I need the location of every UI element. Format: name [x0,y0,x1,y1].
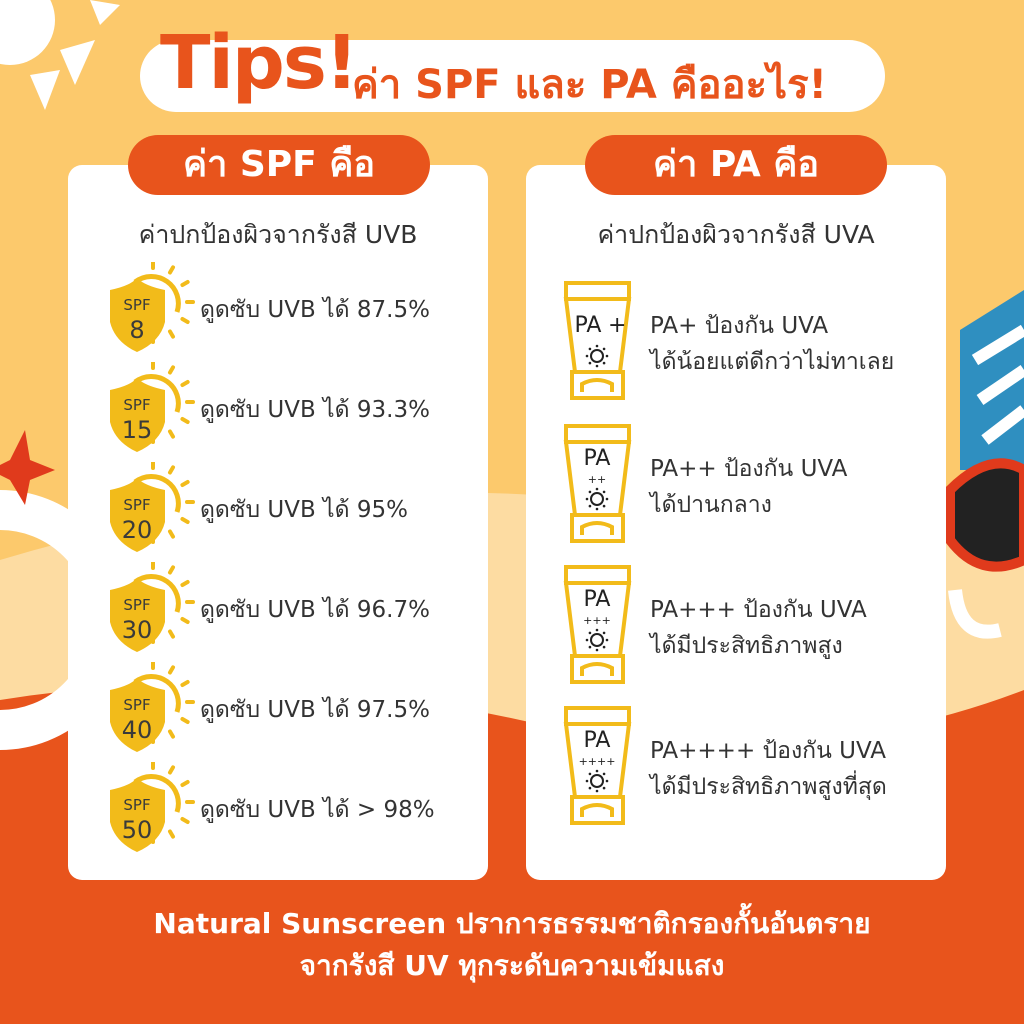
spf-description: ดูดซับ UVB ได้ 96.7% [200,597,430,623]
spf-badge-label: SPF [123,696,150,714]
spf-shield-sun-icon: SPF 20 [110,462,195,552]
spf-shield-sun-icon: SPF 15 [110,362,195,452]
spf-badge-label: SPF [123,396,150,414]
spf-badge-number: 8 [129,316,144,344]
pa-item: PA ++ PA++ ป้องกัน UVA ได้ปานกลาง [560,423,940,548]
spf-badge-number: 20 [122,516,153,544]
spf-shield-sun-icon: SPF 30 [110,562,195,652]
sun-icon [0,0,55,65]
spf-badge-label: SPF [123,496,150,514]
spf-item: SPF 15 ดูดซับ UVB ได้ 93.3% [105,362,485,452]
pa-description: ได้มีประสิทธิภาพสูงที่สุด [650,774,887,800]
title-banner [140,40,885,112]
sunscreen-tube-icon: PA +++ [563,565,632,684]
spf-subtitle: ค่าปกป้องผิวจากรังสี UVB [138,220,418,249]
sun-small-icon [590,774,604,788]
pa-description: ได้ปานกลาง [650,492,772,518]
tube-plus: ++ [588,473,606,486]
spf-item: SPF 40 ดูดซับ UVB ได้ 97.5% [105,662,485,752]
page-title: ค่า SPF และ PA คืออะไร! [352,62,827,108]
tube-label: PA [584,728,611,753]
pa-description: ได้น้อยแต่ดีกว่าไม่ทาเลย [650,349,895,375]
sunscreen-tube-icon: PA ++ [563,424,632,543]
pa-description: ได้มีประสิทธิภาพสูง [650,633,843,659]
spf-badge-label: SPF [123,596,150,614]
spf-badge-number: 30 [122,616,153,644]
goggles-icon [945,458,1024,572]
spf-badge-label: SPF [123,296,150,314]
pa-subtitle: ค่าปกป้องผิวจากรังสี UVA [597,220,875,249]
tube-label: PA [575,313,602,338]
tube-label: PA [584,587,611,612]
sun-small-icon [590,492,604,506]
sun-small-icon [590,349,604,363]
spf-shield-sun-icon: SPF 40 [110,662,195,752]
footer-line-1: Natural Sunscreen ปราการธรรมชาติกรองกั้น… [153,907,871,940]
spf-item: SPF 20 ดูดซับ UVB ได้ 95% [105,462,485,552]
spf-description: ดูดซับ UVB ได้ 93.3% [200,397,430,423]
tube-plus: + [608,313,626,338]
spf-description: ดูดซับ UVB ได้ > 98% [200,797,435,823]
tube-plus: ++++ [579,755,616,768]
spf-badge-number: 40 [122,716,153,744]
spf-badge-label: SPF [123,796,150,814]
spf-item: SPF 30 ดูดซับ UVB ได้ 96.7% [105,562,485,652]
pa-level: PA+++ ป้องกัน UVA [650,597,867,623]
tips-title: Tips! [160,20,359,106]
pa-item: PA ++++ PA++++ ป้องกัน UVA ได้มีประสิทธิภ… [560,705,940,830]
spf-description: ดูดซับ UVB ได้ 87.5% [200,297,430,323]
pa-item: PA +++ PA+++ ป้องกัน UVA ได้มีประสิทธิภาพ… [560,564,940,689]
spf-item: SPF 8 ดูดซับ UVB ได้ 87.5% [105,262,485,352]
spf-shield-sun-icon: SPF 50 [110,762,195,852]
pa-item: PA + PA+ ป้องกัน UVA ได้น้อยแต่ดีกว่าไม่ท… [560,280,940,405]
pa-level: PA+ ป้องกัน UVA [650,313,829,339]
pa-header: ค่า PA คือ [585,135,887,195]
spf-item: SPF 50 ดูดซับ UVB ได้ > 98% [105,762,485,852]
spf-description: ดูดซับ UVB ได้ 97.5% [200,697,430,723]
spf-description: ดูดซับ UVB ได้ 95% [200,497,408,523]
footer-line-2: จากรังสี UV ทุกระดับความเข้มแสง [299,949,725,982]
spf-badge-number: 15 [122,416,153,444]
pa-level: PA++ ป้องกัน UVA [650,456,848,482]
spf-badge-number: 50 [122,816,153,844]
starfish-icon [0,430,55,505]
tube-plus: +++ [583,614,611,627]
sun-small-icon [590,633,604,647]
tube-label: PA [584,446,611,471]
spf-header: ค่า SPF คือ [128,135,430,195]
spf-shield-sun-icon: SPF 8 [110,262,195,352]
pa-level: PA++++ ป้องกัน UVA [650,738,886,764]
sunscreen-tube-icon: PA + [563,281,632,400]
sunscreen-tube-icon: PA ++++ [563,706,632,825]
